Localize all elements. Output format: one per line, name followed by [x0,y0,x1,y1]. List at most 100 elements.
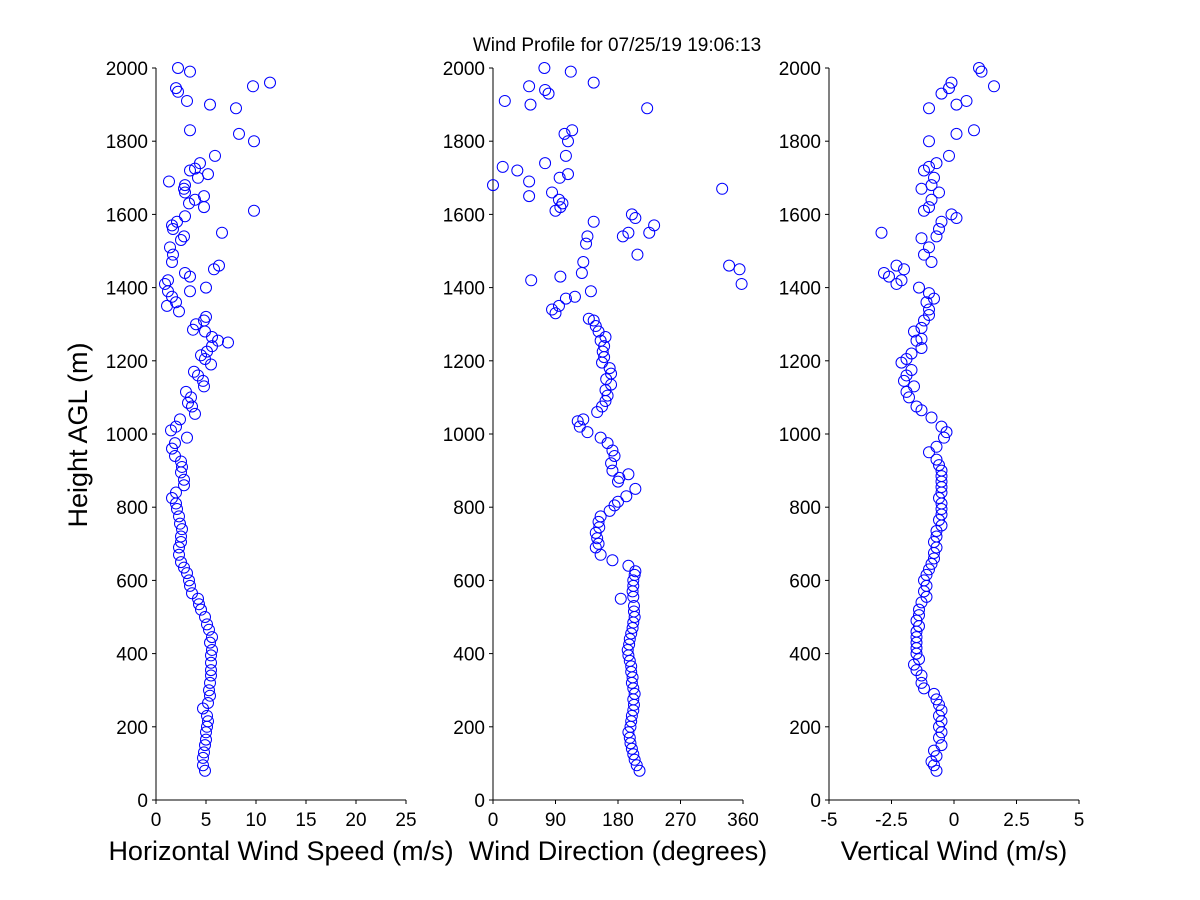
data-point [975,65,988,78]
data-point [614,592,627,605]
data-point [205,669,217,682]
data-point [230,102,242,115]
data-point [197,759,209,772]
data-point [933,514,945,527]
data-point [930,764,943,777]
data-point [935,420,948,433]
data-point [181,567,193,580]
data-point [523,190,536,203]
data-point [930,453,943,466]
data-point [162,274,174,287]
data-point [577,255,590,268]
y-tick-label: 400 [453,645,485,666]
data-point [222,336,234,349]
data-point [923,201,935,214]
y-tick-label: 2000 [779,59,821,80]
data-point [184,124,196,137]
data-point [594,431,607,444]
x-tick-label: -5 [821,810,838,831]
data-point [910,631,923,644]
data-point [943,149,955,162]
data-point [179,266,191,279]
data-point [608,499,621,512]
data-point [930,693,943,706]
data-point [523,175,536,188]
x-tick-label: 15 [295,810,316,831]
data-point [622,726,635,739]
y-tick-label: 1800 [443,132,485,153]
data-point [903,391,915,404]
data-point [188,365,200,378]
data-point [622,226,635,239]
data-point [199,325,211,338]
chart-title: Wind Profile for 07/25/19 19:06:13 [473,35,761,56]
data-point [925,193,938,206]
data-point [915,182,928,195]
data-point [203,684,215,697]
data-point [913,609,925,622]
y-tick-label: 0 [137,791,148,812]
data-point [496,160,509,173]
data-point [209,149,221,162]
x-tick-label: 20 [345,810,366,831]
data-point [205,649,217,662]
data-point [204,636,216,649]
x-tick-label: 270 [665,810,697,831]
data-point [199,764,211,777]
data-point [605,367,618,380]
data-point [628,753,641,766]
y-tick-label: 1800 [779,132,821,153]
data-point [925,255,938,268]
data-point [204,676,216,689]
data-point [923,160,935,173]
data-point [733,263,746,276]
data-point [915,232,928,245]
data-point [559,149,572,162]
data-point [913,653,925,666]
data-point [176,460,188,473]
y-tick-label: 200 [453,718,485,739]
data-point [913,281,925,294]
data-point [204,98,216,111]
data-point [625,660,638,673]
data-point [592,325,605,338]
y-tick-label: 1600 [443,205,485,226]
data-point [189,193,201,206]
data-point [890,259,903,272]
panel-horizontal-wind-speed: 0 200 400 600 800 1000 1200 1400 1600 1800 2000 0 5 1… [106,59,454,866]
data-point [264,76,276,89]
x-axis-label: Vertical Wind (m/s) [841,836,1068,866]
data-point [950,127,963,140]
data-point [170,82,182,95]
data-point [613,471,626,484]
data-point [247,80,259,93]
data-point [945,76,958,89]
data-point [584,285,597,298]
data-point [627,574,640,587]
data-point [908,380,920,393]
data-point [487,179,499,192]
data-point [172,62,184,74]
data-point [173,305,185,318]
data-point [190,318,202,331]
data-point [194,157,206,170]
data-point [573,420,586,433]
data-point [933,492,945,505]
data-point [923,563,935,576]
data-point [204,689,216,702]
data-point [556,197,569,210]
data-point [575,266,588,279]
data-point [205,664,217,677]
data-point [202,697,214,710]
data-point [605,457,618,470]
y-tick-label: 1000 [443,425,485,446]
x-tick-label: -2.5 [875,810,908,831]
data-point [988,80,1000,93]
data-point [925,411,938,424]
data-point [189,407,201,420]
data-point [195,603,207,616]
data-point [181,431,193,444]
data-point [199,739,211,752]
data-point [170,420,182,433]
